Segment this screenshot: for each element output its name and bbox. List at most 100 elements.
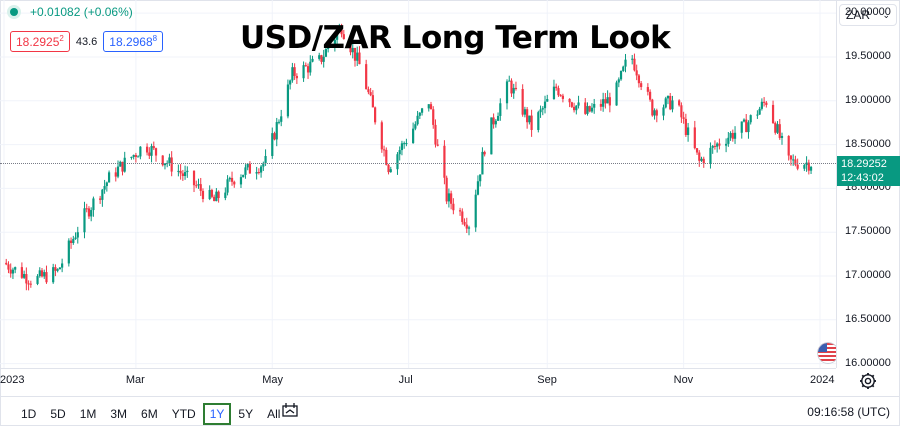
gear-icon[interactable]: [858, 371, 878, 391]
candle-down: [365, 64, 368, 90]
range-button-5y[interactable]: 5Y: [238, 407, 254, 421]
candle-down: [778, 124, 781, 138]
candle-up: [780, 135, 784, 138]
candle-down: [731, 133, 734, 139]
range-button-1y[interactable]: 1Y: [202, 403, 232, 425]
candle-up: [186, 170, 189, 173]
candle-down: [306, 66, 310, 73]
candle-down: [713, 145, 717, 147]
candle-up: [803, 165, 806, 169]
candle-up: [474, 194, 477, 228]
range-button-ytd[interactable]: YTD: [171, 407, 196, 421]
candle-up: [336, 32, 339, 40]
candle-up: [242, 174, 245, 178]
candle-down: [54, 267, 57, 271]
candle-up: [653, 110, 656, 116]
candle-up: [215, 191, 218, 202]
candle-down: [367, 89, 370, 93]
candle-down: [530, 115, 533, 130]
compare-range-icon[interactable]: [280, 402, 300, 420]
candle-up: [56, 269, 59, 271]
candle-down: [669, 95, 672, 110]
candle-up: [749, 115, 752, 123]
range-button-1m[interactable]: 1M: [79, 407, 97, 421]
candle-up: [103, 186, 106, 190]
time-tick-label: Mar: [125, 374, 145, 386]
candle-up: [590, 107, 594, 112]
candle-up: [671, 100, 674, 110]
candle-down: [213, 196, 216, 202]
candle-down: [371, 95, 374, 108]
candlestick-chart[interactable]: [0, 0, 836, 368]
candle-down: [680, 105, 683, 118]
us-flag-icon[interactable]: [817, 342, 836, 364]
candle-up: [36, 276, 39, 284]
candle-down: [789, 155, 793, 160]
candle-up: [427, 104, 430, 109]
utc-clock[interactable]: 09:16:58 (UTC): [807, 405, 890, 419]
candle-up: [575, 105, 578, 111]
candle-up: [725, 143, 728, 146]
candle-down: [353, 47, 357, 61]
candle-down: [702, 158, 705, 164]
candle-up: [543, 101, 547, 109]
market-open-icon: [10, 8, 18, 16]
candle-down: [145, 146, 149, 153]
change-row: +0.01082 (+0.06%): [10, 5, 133, 19]
range-button-5d[interactable]: 5D: [50, 407, 66, 421]
candle-down: [148, 152, 151, 156]
candle-down: [7, 264, 10, 270]
bottom-toolbar: 1D 5D 1M 3M 6M YTD 1Y 5Y All 09:16:58 (UTC): [0, 396, 900, 426]
currency-select-value: ZAR: [846, 8, 870, 22]
candle-down: [192, 170, 196, 186]
candle-up: [11, 269, 15, 274]
range-button-all[interactable]: All: [267, 407, 281, 421]
candle-down: [637, 75, 641, 84]
bid-price-button[interactable]: 18.29252: [10, 31, 70, 52]
candle-up: [740, 121, 743, 133]
range-button-6m[interactable]: 6M: [141, 407, 158, 421]
candle-up: [494, 120, 497, 125]
candle-down: [718, 143, 721, 146]
candle-down: [763, 101, 766, 103]
candle-down: [695, 148, 699, 153]
candle-up: [508, 80, 511, 82]
candle-down: [179, 170, 182, 174]
candle-up: [577, 102, 580, 106]
candle-up: [132, 154, 135, 157]
candle-down: [436, 144, 439, 146]
candle-up: [105, 182, 108, 187]
candle-down: [599, 103, 603, 107]
time-tick-label: Jul: [398, 374, 413, 386]
candle-up: [90, 210, 93, 217]
candle-up: [255, 172, 258, 174]
candle-up: [499, 103, 502, 116]
currency-select[interactable]: ZAR ⌄: [839, 4, 897, 26]
candle-up: [539, 109, 542, 113]
candle-down: [434, 124, 437, 145]
price-tick-label: 16.50000: [845, 312, 891, 325]
candle-up: [224, 192, 227, 199]
chart-plot-area[interactable]: +0.01082 (+0.06%) 18.29252 43.6 18.29688…: [0, 0, 836, 368]
candle-down: [646, 87, 649, 92]
candle-up: [262, 163, 265, 167]
candle-down: [20, 267, 23, 278]
candle-up: [52, 267, 55, 283]
candle-down: [608, 97, 611, 106]
candle-down: [483, 151, 486, 155]
range-button-1d[interactable]: 1D: [21, 407, 37, 421]
bid-price-fraction: 2: [59, 34, 64, 43]
time-scale[interactable]: 2023 Mar May Jul Sep Nov 2024: [0, 368, 836, 394]
range-button-3m[interactable]: 3M: [110, 407, 128, 421]
candle-down: [510, 80, 513, 94]
candle-up: [490, 117, 493, 155]
candle-up: [619, 70, 623, 80]
ask-price-button[interactable]: 18.29688: [103, 31, 164, 52]
candle-down: [358, 52, 361, 65]
candle-down: [492, 117, 495, 125]
candle-up: [123, 157, 126, 172]
chart-title: USD/ZAR Long Term Look: [240, 20, 671, 56]
candle-down: [154, 148, 158, 156]
price-tick-label: 17.00000: [845, 269, 891, 281]
candle-up: [624, 59, 627, 67]
